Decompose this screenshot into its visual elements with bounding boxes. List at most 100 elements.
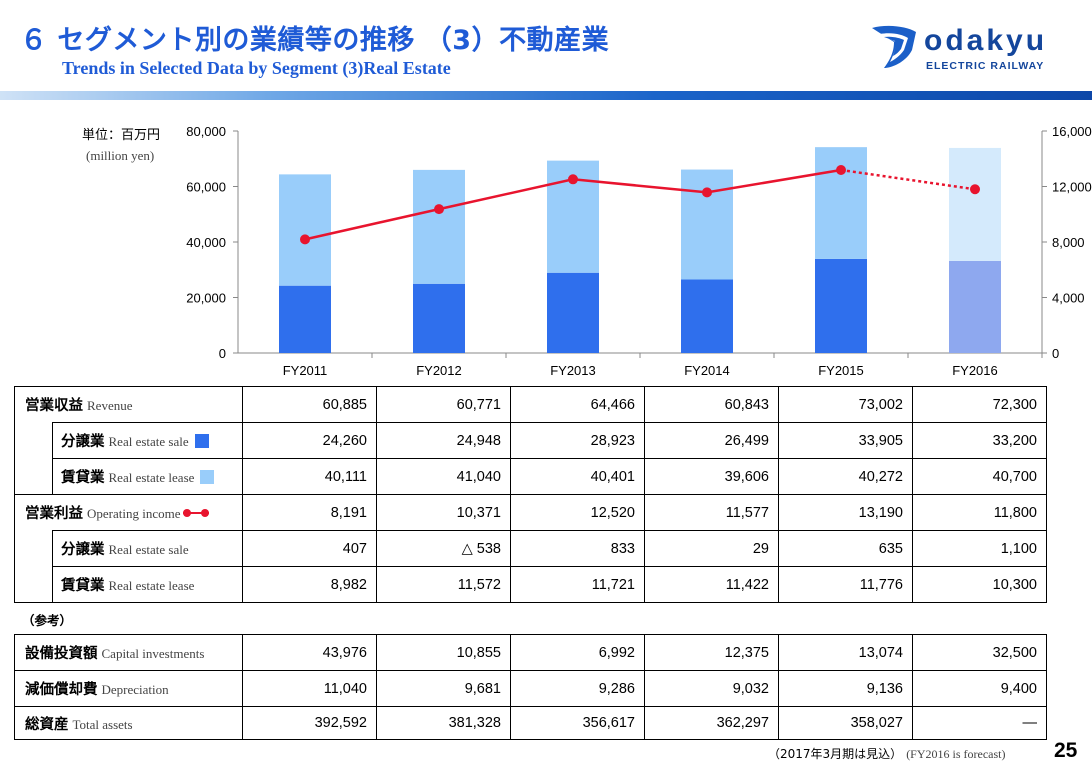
table-cell: 72,300: [912, 386, 1047, 423]
bar-real-estate-lease: [681, 169, 733, 280]
table-cell: 635: [778, 530, 913, 567]
bar-real-estate-sale: [547, 272, 599, 353]
x-tick-label: FY2016: [952, 363, 998, 378]
forecast-footnote: （2017年3月期は見込） (FY2016 is forecast): [768, 745, 1006, 762]
table-row: 営業利益 Operating income 8,191 10,371 12,520 11,…: [14, 494, 1047, 531]
footnote-jp: （2017年3月期は見込）: [768, 747, 903, 761]
table-cell: △ 538: [376, 530, 511, 567]
row-label-jp: 総資産: [25, 716, 69, 733]
footnote-en: (FY2016 is forecast): [906, 747, 1006, 761]
y-right-tick-label: 4,000: [1052, 291, 1085, 306]
bar-real-estate-lease: [279, 174, 331, 286]
row-label: 営業収益 Revenue: [14, 386, 243, 423]
row-label-en: Real estate sale: [108, 434, 189, 449]
table-cell: 11,040: [242, 670, 377, 707]
table-cell: 6,992: [510, 634, 645, 671]
legend-swatch-sale: [194, 434, 209, 448]
row-label-jp: 営業収益: [25, 398, 83, 414]
bar-real-estate-sale: [279, 285, 331, 353]
indent-spacer: [14, 458, 53, 495]
y-right-tick-label: 12,000: [1052, 180, 1092, 195]
legend-line-marker-icon: [182, 508, 209, 518]
table-cell: 60,885: [242, 386, 377, 423]
table-cell: 407: [242, 530, 377, 567]
table-cell: 356,617: [510, 706, 645, 740]
table-cell: ―: [912, 706, 1047, 740]
table-cell: 10,371: [376, 494, 511, 531]
operating-income-point: [434, 204, 444, 215]
table-cell: 39,606: [644, 458, 779, 495]
table-cell: 11,800: [912, 494, 1047, 531]
segment-data-table: 営業収益 Revenue 60,885 60,771 64,466 60,843 73,00…: [14, 386, 1047, 603]
row-label: 設備投資額 Capital investments: [14, 634, 243, 671]
table-cell: 28,923: [510, 422, 645, 459]
table-row: 分譲業 Real estate sale 24,260 24,948 28,923 26,…: [14, 422, 1047, 459]
row-label-jp: 設備投資額: [25, 646, 98, 662]
table-cell: 8,191: [242, 494, 377, 531]
table-cell: 33,905: [778, 422, 913, 459]
table-row: 総資産 Total assets 392,592 381,328 356,617 362,…: [14, 706, 1047, 740]
bar-real-estate-sale: [681, 279, 733, 353]
row-label: 賃貸業 Real estate lease: [52, 458, 243, 495]
table-cell: 11,776: [778, 566, 913, 603]
table-cell: 11,577: [644, 494, 779, 531]
bar-real-estate-sale: [815, 258, 867, 353]
x-tick-label: FY2015: [818, 363, 864, 378]
table-cell: 10,855: [376, 634, 511, 671]
page-title: ６ セグメント別の業績等の推移 （3）不動産業: [20, 25, 610, 56]
page-number: 25: [1054, 739, 1078, 762]
y-right-tick-label: 0: [1052, 346, 1059, 361]
revenue-income-chart: 0 20,000 40,000 60,000 80,000 0 4,000 8,000 12,0…: [186, 124, 1092, 378]
table-cell: 362,297: [644, 706, 779, 740]
table-cell: 9,136: [778, 670, 913, 707]
bar-real-estate-lease: [949, 147, 1001, 261]
table-cell: 833: [510, 530, 645, 567]
row-label: 賃貸業 Real estate lease: [52, 566, 243, 603]
legend-swatch-lease: [200, 470, 215, 484]
table-cell: 13,190: [778, 494, 913, 531]
y-left-tick-label: 40,000: [186, 235, 226, 250]
table-cell: 41,040: [376, 458, 511, 495]
row-label: 分譲業 Real estate sale: [52, 422, 243, 459]
table-row: 営業収益 Revenue 60,885 60,771 64,466 60,843 73,00…: [14, 386, 1047, 423]
row-label: 営業利益 Operating income: [14, 494, 243, 531]
x-tick-label: FY2011: [283, 363, 328, 378]
y-left-tick-label: 0: [219, 346, 226, 361]
row-label-en: Depreciation: [101, 682, 169, 697]
row-label-en: Real estate sale: [108, 542, 189, 557]
table-cell: 9,286: [510, 670, 645, 707]
row-label-jp: 営業利益: [25, 506, 83, 522]
table-cell: 12,375: [644, 634, 779, 671]
indent-spacer: [14, 530, 53, 567]
table-cell: 40,401: [510, 458, 645, 495]
table-cell: 11,422: [644, 566, 779, 603]
table-cell: 29: [644, 530, 779, 567]
table-cell: 12,520: [510, 494, 645, 531]
x-tick-label: FY2014: [684, 363, 730, 378]
row-label-jp: 賃貸業: [61, 578, 105, 594]
row-label: 分譲業 Real estate sale: [52, 530, 243, 567]
table-cell: 40,272: [778, 458, 913, 495]
table-row: 分譲業 Real estate sale 407 △ 538 833 29 635 1,100: [14, 530, 1047, 567]
table-cell: 40,700: [912, 458, 1047, 495]
reference-label: （参考）: [22, 613, 73, 628]
row-label-jp: 分譲業: [61, 542, 105, 558]
row-label-jp: 賃貸業: [61, 470, 105, 486]
y-right-tick-label: 8,000: [1052, 235, 1085, 250]
indent-spacer: [14, 566, 53, 603]
row-label: 減価償却費 Depreciation: [14, 670, 243, 707]
table-cell: 392,592: [242, 706, 377, 740]
row-label-en: Total assets: [72, 716, 133, 732]
table-cell: 64,466: [510, 386, 645, 423]
y-left-tick-label: 20,000: [186, 291, 226, 306]
bar-real-estate-lease: [815, 147, 867, 259]
table-cell: 40,111: [242, 458, 377, 495]
table-cell: 10,300: [912, 566, 1047, 603]
bar-real-estate-sale: [949, 260, 1001, 353]
reference-data-table: 設備投資額 Capital investments 43,976 10,855 6,99…: [14, 634, 1047, 740]
row-label-en: Real estate lease: [108, 470, 195, 485]
unit-label-en: (million yen): [86, 148, 155, 163]
table-cell: 1,100: [912, 530, 1047, 567]
row-label-en: Capital investments: [101, 646, 205, 661]
y-right-tick-label: 16,000: [1052, 124, 1092, 139]
